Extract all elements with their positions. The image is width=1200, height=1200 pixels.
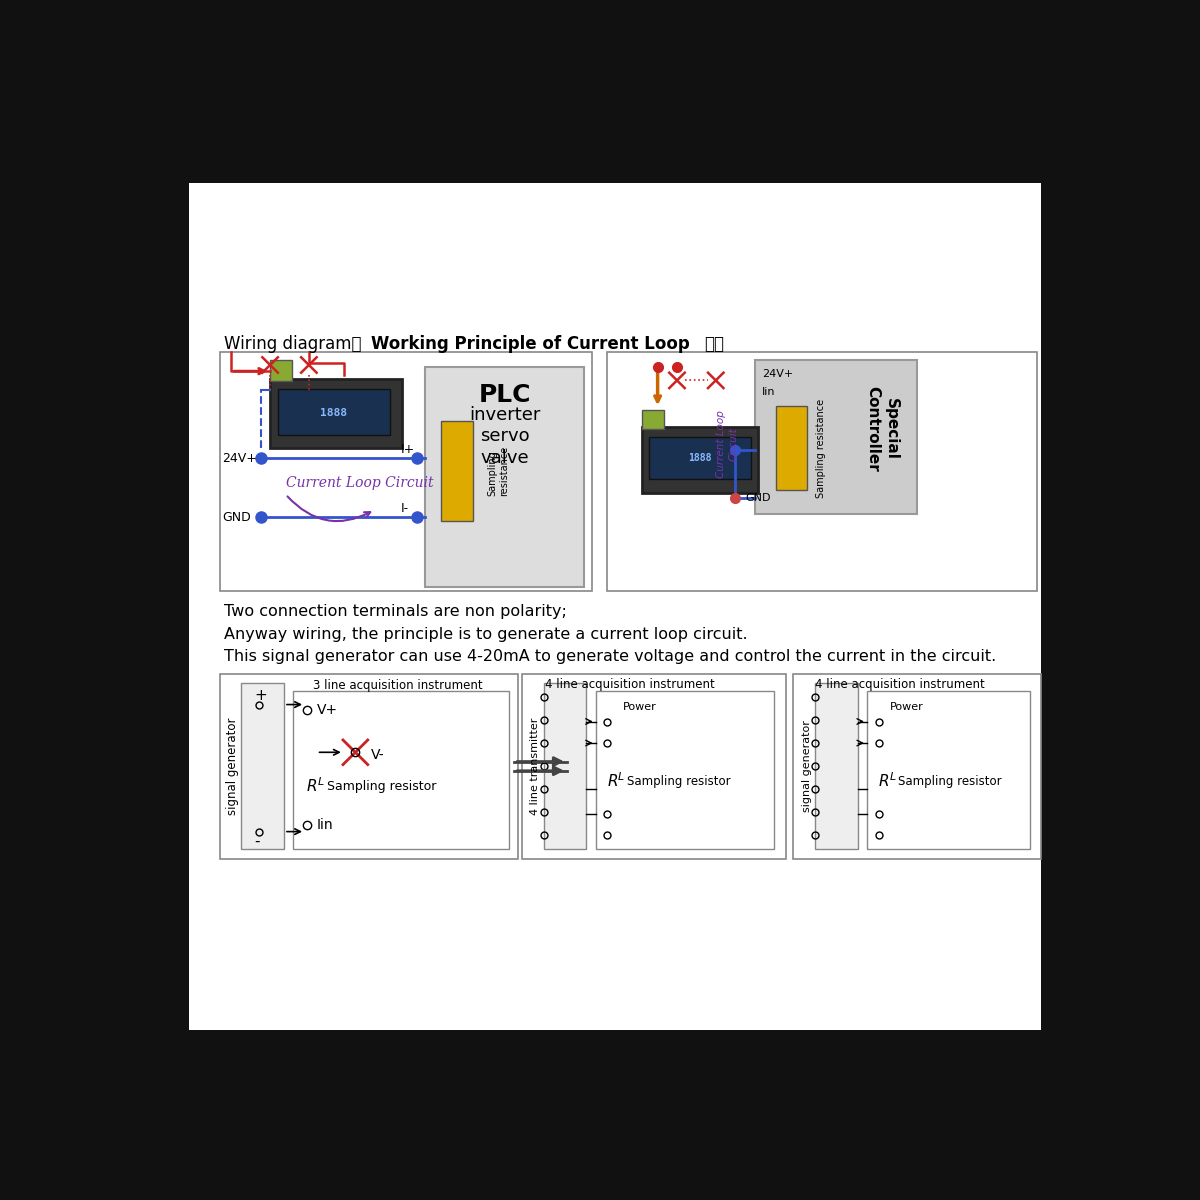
Bar (642, 427, 758, 493)
Text: Iin: Iin (317, 818, 334, 833)
Text: Anyway wiring, the principle is to generate a current loop circuit.: Anyway wiring, the principle is to gener… (223, 626, 748, 642)
Bar (522, 673, 786, 858)
Text: 4 line transmitter: 4 line transmitter (530, 718, 540, 815)
Text: ）：: ）： (704, 335, 724, 353)
Text: 4 line acquisition instrument: 4 line acquisition instrument (815, 678, 985, 691)
Text: 1888: 1888 (689, 454, 712, 463)
Text: inverter: inverter (469, 406, 541, 424)
Text: Sampling resistor: Sampling resistor (626, 775, 731, 788)
Bar (866, 691, 1030, 848)
Bar (440, 421, 473, 521)
Bar (793, 673, 1042, 858)
Bar (293, 691, 509, 848)
Bar (776, 406, 808, 491)
Bar (642, 409, 664, 428)
Text: L: L (618, 772, 624, 781)
Bar (270, 379, 402, 448)
Text: 24V+: 24V+ (762, 368, 793, 379)
Text: Current Loop
Circuit: Current Loop Circuit (716, 410, 738, 479)
Text: R: R (878, 774, 889, 790)
Text: GND: GND (222, 511, 251, 524)
Text: Iin: Iin (762, 386, 775, 396)
Text: PLC: PLC (479, 383, 532, 407)
Text: L: L (889, 772, 895, 781)
Text: 1888: 1888 (320, 408, 347, 418)
Text: L: L (318, 776, 324, 787)
Text: Wiring diagram（: Wiring diagram（ (223, 335, 361, 353)
Text: Working Principle of Current Loop: Working Principle of Current Loop (371, 335, 690, 353)
Text: I+: I+ (401, 443, 414, 456)
Text: -: - (254, 834, 260, 848)
Text: signal generator: signal generator (803, 720, 812, 812)
Text: I-: I- (401, 503, 408, 516)
Bar (815, 683, 858, 848)
Bar (241, 683, 284, 848)
Text: V+: V+ (317, 703, 337, 716)
Text: 4 line acquisition instrument: 4 line acquisition instrument (545, 678, 715, 691)
Text: GND: GND (745, 493, 770, 503)
Text: Sampling resistance: Sampling resistance (816, 398, 827, 498)
Text: Two connection terminals are non polarity;: Two connection terminals are non polarit… (223, 605, 566, 619)
Text: R: R (306, 780, 317, 794)
Bar (220, 352, 592, 590)
Bar (755, 360, 917, 514)
Bar (607, 352, 1037, 590)
Text: Power: Power (623, 702, 656, 713)
Bar (270, 360, 292, 382)
Bar (425, 367, 584, 587)
Text: R: R (607, 774, 618, 790)
Text: Current Loop Circuit: Current Loop Circuit (286, 475, 433, 490)
Text: This signal generator can use 4-20mA to generate voltage and control the current: This signal generator can use 4-20mA to … (223, 649, 996, 664)
Text: signal generator: signal generator (227, 718, 240, 815)
Text: Sampling resistor: Sampling resistor (326, 780, 436, 793)
Text: 24V+: 24V+ (222, 451, 257, 464)
Text: Special
Controller: Special Controller (865, 386, 899, 472)
Bar (278, 389, 390, 436)
Bar (649, 437, 751, 479)
Bar (220, 673, 518, 858)
Text: servo: servo (480, 427, 529, 445)
Text: +: + (254, 689, 268, 703)
Bar (544, 683, 587, 848)
Bar (595, 691, 774, 848)
Text: 3 line acquisition instrument: 3 line acquisition instrument (313, 679, 482, 692)
Text: Sampling resistor: Sampling resistor (898, 775, 1002, 788)
Text: Power: Power (890, 702, 924, 713)
Text: Sampling
resistance: Sampling resistance (487, 446, 510, 497)
Text: valve: valve (481, 449, 529, 467)
Text: V-: V- (371, 748, 384, 762)
